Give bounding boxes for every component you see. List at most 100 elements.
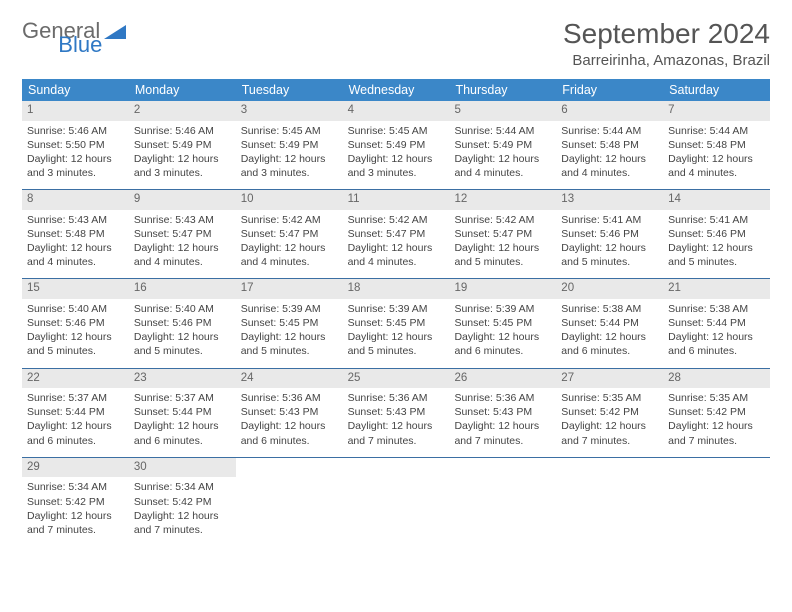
daylight-line: Daylight: 12 hours and 6 minutes. <box>561 330 658 358</box>
daylight-line: Daylight: 12 hours and 5 minutes. <box>241 330 338 358</box>
daylight-line: Daylight: 12 hours and 7 minutes. <box>668 419 765 447</box>
sunset-line: Sunset: 5:48 PM <box>27 227 124 241</box>
day-number: 11 <box>343 190 450 210</box>
day-cell: 20Sunrise: 5:38 AMSunset: 5:44 PMDayligh… <box>556 279 663 361</box>
daylight-line: Daylight: 12 hours and 5 minutes. <box>348 330 445 358</box>
day-number: 22 <box>22 369 129 389</box>
day-cell: 21Sunrise: 5:38 AMSunset: 5:44 PMDayligh… <box>663 279 770 361</box>
daylight-line: Daylight: 12 hours and 5 minutes. <box>561 241 658 269</box>
sunset-line: Sunset: 5:44 PM <box>668 316 765 330</box>
day-body: Sunrise: 5:42 AMSunset: 5:47 PMDaylight:… <box>236 212 343 273</box>
day-number: 5 <box>449 101 556 121</box>
day-number: 18 <box>343 279 450 299</box>
sunset-line: Sunset: 5:47 PM <box>241 227 338 241</box>
weekday-header: Saturday <box>663 79 770 101</box>
week-row: 8Sunrise: 5:43 AMSunset: 5:48 PMDaylight… <box>22 189 770 272</box>
day-number: 6 <box>556 101 663 121</box>
daylight-line: Daylight: 12 hours and 4 minutes. <box>134 241 231 269</box>
day-body: Sunrise: 5:39 AMSunset: 5:45 PMDaylight:… <box>236 301 343 362</box>
day-cell: 23Sunrise: 5:37 AMSunset: 5:44 PMDayligh… <box>129 369 236 451</box>
sunset-line: Sunset: 5:47 PM <box>134 227 231 241</box>
daylight-line: Daylight: 12 hours and 7 minutes. <box>134 509 231 537</box>
sunrise-line: Sunrise: 5:42 AM <box>454 213 551 227</box>
daylight-line: Daylight: 12 hours and 3 minutes. <box>27 152 124 180</box>
daylight-line: Daylight: 12 hours and 5 minutes. <box>454 241 551 269</box>
daylight-line: Daylight: 12 hours and 7 minutes. <box>561 419 658 447</box>
day-cell: . <box>236 458 343 540</box>
logo-text-blue: Blue <box>58 32 102 57</box>
day-body: Sunrise: 5:36 AMSunset: 5:43 PMDaylight:… <box>343 390 450 451</box>
sunrise-line: Sunrise: 5:34 AM <box>134 480 231 494</box>
sunrise-line: Sunrise: 5:34 AM <box>27 480 124 494</box>
day-cell: 8Sunrise: 5:43 AMSunset: 5:48 PMDaylight… <box>22 190 129 272</box>
day-body: Sunrise: 5:45 AMSunset: 5:49 PMDaylight:… <box>236 123 343 184</box>
day-body: Sunrise: 5:43 AMSunset: 5:48 PMDaylight:… <box>22 212 129 273</box>
logo: General Blue <box>22 18 172 44</box>
weekday-header-row: SundayMondayTuesdayWednesdayThursdayFrid… <box>22 79 770 101</box>
day-number: 25 <box>343 369 450 389</box>
day-body: Sunrise: 5:35 AMSunset: 5:42 PMDaylight:… <box>663 390 770 451</box>
day-cell: 24Sunrise: 5:36 AMSunset: 5:43 PMDayligh… <box>236 369 343 451</box>
day-body: Sunrise: 5:39 AMSunset: 5:45 PMDaylight:… <box>343 301 450 362</box>
weekday-header: Monday <box>129 79 236 101</box>
day-cell: 25Sunrise: 5:36 AMSunset: 5:43 PMDayligh… <box>343 369 450 451</box>
day-body: Sunrise: 5:40 AMSunset: 5:46 PMDaylight:… <box>22 301 129 362</box>
weekday-header: Thursday <box>449 79 556 101</box>
day-cell: 17Sunrise: 5:39 AMSunset: 5:45 PMDayligh… <box>236 279 343 361</box>
sunset-line: Sunset: 5:46 PM <box>27 316 124 330</box>
sunrise-line: Sunrise: 5:46 AM <box>134 124 231 138</box>
sunset-line: Sunset: 5:49 PM <box>241 138 338 152</box>
week-row: 1Sunrise: 5:46 AMSunset: 5:50 PMDaylight… <box>22 101 770 183</box>
day-cell: 18Sunrise: 5:39 AMSunset: 5:45 PMDayligh… <box>343 279 450 361</box>
day-body: Sunrise: 5:45 AMSunset: 5:49 PMDaylight:… <box>343 123 450 184</box>
day-body: Sunrise: 5:46 AMSunset: 5:50 PMDaylight:… <box>22 123 129 184</box>
day-number: 19 <box>449 279 556 299</box>
sunrise-line: Sunrise: 5:44 AM <box>561 124 658 138</box>
logo-triangle-icon <box>104 23 126 39</box>
day-body: Sunrise: 5:36 AMSunset: 5:43 PMDaylight:… <box>449 390 556 451</box>
sunset-line: Sunset: 5:44 PM <box>27 405 124 419</box>
day-number: 13 <box>556 190 663 210</box>
day-cell: . <box>343 458 450 540</box>
day-cell: . <box>556 458 663 540</box>
daylight-line: Daylight: 12 hours and 4 minutes. <box>348 241 445 269</box>
day-cell: 29Sunrise: 5:34 AMSunset: 5:42 PMDayligh… <box>22 458 129 540</box>
week-row: 22Sunrise: 5:37 AMSunset: 5:44 PMDayligh… <box>22 368 770 451</box>
daylight-line: Daylight: 12 hours and 5 minutes. <box>27 330 124 358</box>
sunset-line: Sunset: 5:49 PM <box>134 138 231 152</box>
daylight-line: Daylight: 12 hours and 7 minutes. <box>454 419 551 447</box>
daylight-line: Daylight: 12 hours and 4 minutes. <box>27 241 124 269</box>
sunset-line: Sunset: 5:50 PM <box>27 138 124 152</box>
sunset-line: Sunset: 5:46 PM <box>134 316 231 330</box>
day-cell: 19Sunrise: 5:39 AMSunset: 5:45 PMDayligh… <box>449 279 556 361</box>
day-body: Sunrise: 5:40 AMSunset: 5:46 PMDaylight:… <box>129 301 236 362</box>
daylight-line: Daylight: 12 hours and 7 minutes. <box>27 509 124 537</box>
day-number: 16 <box>129 279 236 299</box>
day-cell: 3Sunrise: 5:45 AMSunset: 5:49 PMDaylight… <box>236 101 343 183</box>
day-cell: 4Sunrise: 5:45 AMSunset: 5:49 PMDaylight… <box>343 101 450 183</box>
day-cell: 15Sunrise: 5:40 AMSunset: 5:46 PMDayligh… <box>22 279 129 361</box>
sunrise-line: Sunrise: 5:42 AM <box>348 213 445 227</box>
sunrise-line: Sunrise: 5:41 AM <box>561 213 658 227</box>
sunset-line: Sunset: 5:47 PM <box>454 227 551 241</box>
day-number: 29 <box>22 458 129 478</box>
day-number: 14 <box>663 190 770 210</box>
weekday-header: Wednesday <box>343 79 450 101</box>
day-number: 4 <box>343 101 450 121</box>
day-number: 27 <box>556 369 663 389</box>
day-body: Sunrise: 5:34 AMSunset: 5:42 PMDaylight:… <box>129 479 236 540</box>
daylight-line: Daylight: 12 hours and 4 minutes. <box>241 241 338 269</box>
day-number: 8 <box>22 190 129 210</box>
daylight-line: Daylight: 12 hours and 3 minutes. <box>348 152 445 180</box>
sunrise-line: Sunrise: 5:40 AM <box>134 302 231 316</box>
sunrise-line: Sunrise: 5:35 AM <box>561 391 658 405</box>
title-block: September 2024 Barreirinha, Amazonas, Br… <box>563 18 770 69</box>
day-body: Sunrise: 5:36 AMSunset: 5:43 PMDaylight:… <box>236 390 343 451</box>
sunrise-line: Sunrise: 5:40 AM <box>27 302 124 316</box>
day-cell: 22Sunrise: 5:37 AMSunset: 5:44 PMDayligh… <box>22 369 129 451</box>
day-cell: 28Sunrise: 5:35 AMSunset: 5:42 PMDayligh… <box>663 369 770 451</box>
sunrise-line: Sunrise: 5:46 AM <box>27 124 124 138</box>
day-body: Sunrise: 5:42 AMSunset: 5:47 PMDaylight:… <box>343 212 450 273</box>
sunrise-line: Sunrise: 5:42 AM <box>241 213 338 227</box>
weekday-header: Friday <box>556 79 663 101</box>
